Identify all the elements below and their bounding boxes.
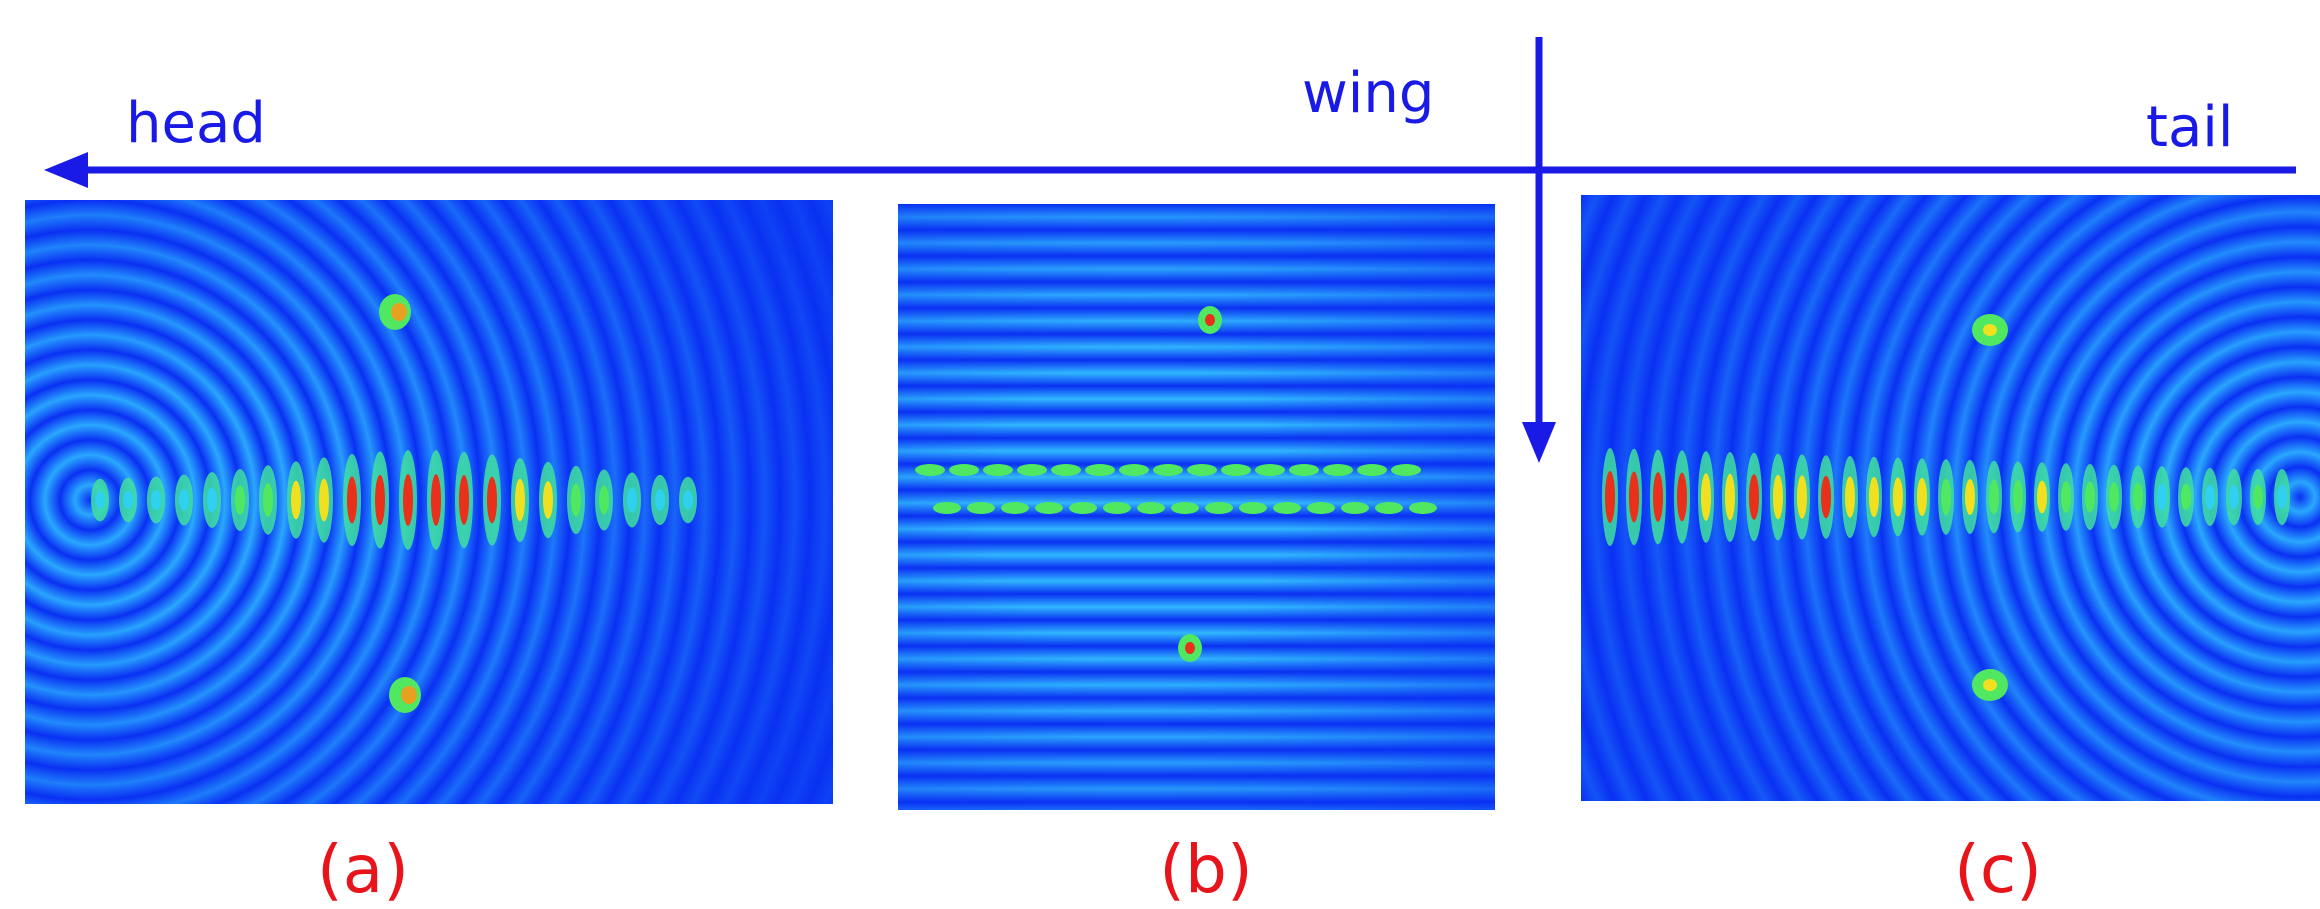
field-blob xyxy=(123,491,133,510)
field-blob xyxy=(983,464,1013,476)
field-blob xyxy=(401,686,417,704)
field-blob xyxy=(1171,502,1199,514)
page: {"annotations": {"head": "head", "wing":… xyxy=(0,0,2320,909)
field-blob xyxy=(1749,474,1759,520)
field-blob xyxy=(655,489,665,511)
field-blob xyxy=(487,477,497,524)
field-blob xyxy=(1983,324,1997,336)
field-blob xyxy=(1341,502,1369,514)
field-blob xyxy=(2013,480,2023,514)
field-blob xyxy=(1989,480,1999,515)
field-blob xyxy=(207,487,217,512)
panel-a xyxy=(25,200,833,804)
field-blob xyxy=(1137,502,1165,514)
field-blob xyxy=(179,489,189,511)
field-blob xyxy=(1701,473,1711,521)
field-blob xyxy=(1205,502,1233,514)
field-blob xyxy=(2109,482,2119,512)
field-blob xyxy=(1273,502,1301,514)
field-blob xyxy=(967,502,995,514)
field-blob xyxy=(1773,475,1783,520)
field-blob xyxy=(1069,502,1097,514)
field-blob xyxy=(2157,483,2167,510)
field-blob xyxy=(1869,477,1879,517)
field-blob xyxy=(95,491,105,509)
field-blob xyxy=(1677,473,1687,522)
field-blob xyxy=(1605,471,1615,523)
field-blob xyxy=(2277,485,2287,509)
wing-label: wing xyxy=(1302,61,1434,126)
field-blob xyxy=(1653,472,1663,522)
field-blob xyxy=(1289,464,1319,476)
head-label: head xyxy=(126,91,266,156)
field-blob xyxy=(235,485,245,514)
panel-b xyxy=(898,204,1495,810)
field-blob xyxy=(933,502,961,514)
field-blob xyxy=(1001,502,1029,514)
field-blob xyxy=(431,474,441,526)
field-blob xyxy=(1917,478,1927,516)
figure: head wing tail (a) (b) (c) xyxy=(0,0,2320,909)
field-blob xyxy=(1941,478,1951,515)
field-blob xyxy=(2229,485,2239,509)
field-blob xyxy=(627,488,637,513)
field-blob xyxy=(1323,464,1353,476)
field-blob xyxy=(2061,481,2071,513)
panel-label: (b) xyxy=(1159,831,1252,908)
field-blob xyxy=(151,490,161,510)
field-blob xyxy=(1845,476,1855,517)
field-blob xyxy=(1221,464,1251,476)
field-blob xyxy=(599,486,609,515)
field-blob xyxy=(1375,502,1403,514)
field-blob xyxy=(1255,464,1285,476)
field-blob xyxy=(1797,475,1807,518)
field-blob xyxy=(1893,477,1903,516)
field-blob xyxy=(1187,464,1217,476)
field-blob xyxy=(391,303,407,321)
field-blob xyxy=(1821,476,1831,518)
panel-label: (c) xyxy=(1954,831,2042,908)
panel-c xyxy=(1581,195,2320,801)
field-blob xyxy=(2181,484,2191,510)
field-blob xyxy=(2205,484,2215,509)
field-blob xyxy=(915,464,945,476)
field-blob xyxy=(1965,479,1975,515)
panel-label: (a) xyxy=(317,831,409,908)
field-blob xyxy=(375,475,385,525)
tail-label: tail xyxy=(2146,95,2233,160)
field-blob xyxy=(683,490,693,510)
field-blob xyxy=(263,483,273,517)
field-blob xyxy=(515,479,525,521)
field-blob xyxy=(1017,464,1047,476)
field-blob xyxy=(1409,502,1437,514)
field-blob xyxy=(1185,642,1195,654)
field-blob xyxy=(1629,472,1639,523)
field-blob xyxy=(2133,483,2143,512)
field-blob xyxy=(403,474,413,526)
field-blob xyxy=(1051,464,1081,476)
field-blob xyxy=(291,481,301,519)
field-blob xyxy=(2253,485,2263,509)
field-blob xyxy=(459,475,469,525)
field-blob xyxy=(949,464,979,476)
field-blob xyxy=(1239,502,1267,514)
field-blob xyxy=(1103,502,1131,514)
field-blob xyxy=(1153,464,1183,476)
field-blob xyxy=(1205,314,1215,326)
field-blob xyxy=(2085,482,2095,513)
field-blob xyxy=(347,476,357,523)
field-blob xyxy=(1307,502,1335,514)
field-blob xyxy=(1391,464,1421,476)
field-blob xyxy=(1357,464,1387,476)
field-blob xyxy=(2037,481,2047,514)
field-blob xyxy=(1119,464,1149,476)
field-blob xyxy=(1983,679,1997,691)
field-blob xyxy=(1725,474,1735,521)
field-blob xyxy=(571,484,581,517)
field-blob xyxy=(543,481,553,519)
field-blob xyxy=(319,478,329,521)
field-blob xyxy=(1085,464,1115,476)
field-blob xyxy=(1035,502,1063,514)
